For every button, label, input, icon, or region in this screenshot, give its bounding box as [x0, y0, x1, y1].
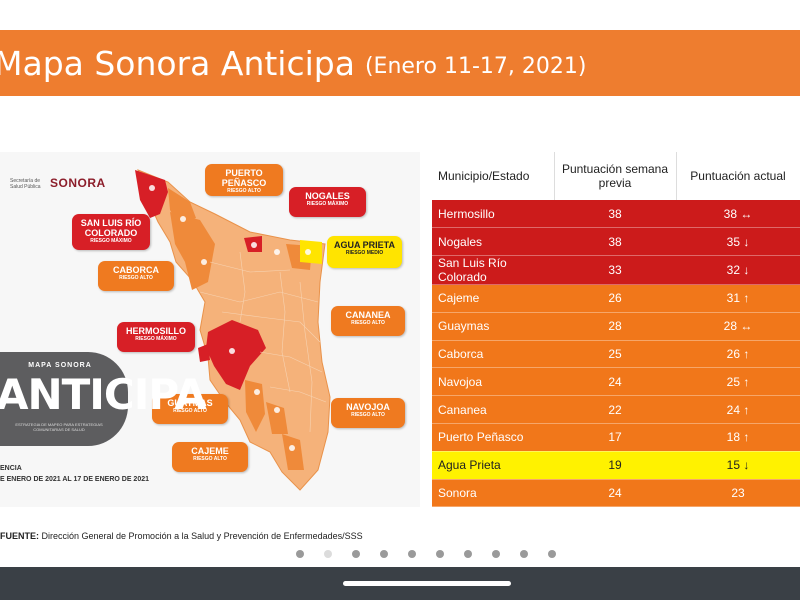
cell-municipio: Nogales	[432, 227, 554, 257]
cell-previa: 26	[554, 284, 676, 313]
table-row: Nogales 38 35 ↓	[432, 227, 800, 257]
label-caborca: CABORCA RIESGO ALTO	[98, 261, 174, 291]
cell-previa: 33	[554, 255, 676, 286]
cell-actual: 35 ↓	[676, 227, 800, 257]
cell-previa: 28	[554, 312, 676, 341]
guaymas-region	[245, 380, 265, 432]
cell-previa: 24	[554, 479, 676, 508]
cajeme-region	[266, 402, 288, 434]
cell-municipio: Puerto Peñasco	[432, 423, 554, 452]
pager-dot[interactable]	[548, 550, 556, 558]
map-pins	[149, 185, 311, 451]
table-row: Navojoa 24 25 ↑	[432, 367, 800, 397]
badge-top-text: MAPA SONORA	[28, 362, 92, 369]
sonora-map	[135, 169, 331, 491]
header-actual: Puntuación actual	[676, 152, 800, 200]
pager-dot[interactable]	[520, 550, 528, 558]
label-nogales: NOGALES RIESGO MÁXIMO	[289, 187, 366, 217]
cell-actual: 28 ↔	[676, 312, 800, 341]
navojoa-region	[282, 434, 304, 470]
vigencia-label: ENCIA	[0, 465, 22, 472]
cell-actual: 25 ↑	[676, 367, 800, 397]
caborca-region	[170, 212, 215, 290]
pager-dot[interactable]	[464, 550, 472, 558]
source-text: Dirección General de Promoción a la Salu…	[41, 531, 363, 541]
cell-municipio: Navojoa	[432, 367, 554, 397]
pager-dot[interactable]	[352, 550, 360, 558]
badge-main-text: ANTICIPA	[0, 370, 207, 419]
cell-previa: 38	[554, 227, 676, 257]
pager-dot[interactable]	[408, 550, 416, 558]
pager-dot-active[interactable]	[324, 550, 332, 558]
table-row: Cajeme 26 31 ↑	[432, 284, 800, 313]
cell-actual: 18 ↑	[676, 423, 800, 452]
pager-dot[interactable]	[436, 550, 444, 558]
secretaria-logo: Secretaría de Salud Pública	[10, 178, 41, 190]
table-row: Agua Prieta 19 15 ↓	[432, 451, 800, 480]
san-luis-region	[135, 170, 168, 218]
header-previa: Puntuación semana previa	[554, 152, 677, 200]
label-hermosillo: HERMOSILLO RIESGO MÁXIMO	[117, 322, 195, 352]
cell-previa: 25	[554, 340, 676, 369]
table-row-total: Sonora 24 23	[432, 479, 800, 508]
label-guaymas: GUAYMAS RIESGO ALTO	[152, 394, 228, 424]
label-cananea: CANANEA RIESGO ALTO	[331, 306, 405, 336]
cell-previa: 19	[554, 451, 676, 480]
cell-previa: 17	[554, 423, 676, 452]
cell-actual: 24 ↑	[676, 395, 800, 425]
cell-municipio: Sonora	[432, 479, 554, 508]
cell-municipio: San Luis Río Colorado	[432, 255, 554, 286]
label-cajeme: CAJEME RIESGO ALTO	[172, 442, 248, 472]
cell-actual: 26 ↑	[676, 340, 800, 369]
table-row: Guaymas 28 28 ↔	[432, 312, 800, 341]
label-navojoa: NAVOJOA RIESGO ALTO	[331, 398, 405, 428]
table-row: Caborca 25 26 ↑	[432, 340, 800, 369]
hermosillo-region	[206, 320, 266, 390]
cell-actual: 32 ↓	[676, 255, 800, 286]
label-agua-prieta: AGUA PRIETA RIESGO MEDIO	[327, 236, 402, 268]
pager-dot[interactable]	[380, 550, 388, 558]
label-puerto-penasco: PUERTO PEÑASCO RIESGO ALTO	[205, 164, 283, 196]
source-label: FUENTE:	[0, 531, 39, 541]
vigencia-range: E ENERO DE 2021 AL 17 DE ENERO DE 2021	[0, 476, 150, 483]
page-subtitle: (Enero 11-17, 2021)	[364, 53, 587, 79]
source-footer: FUENTE: Dirección General de Promoción a…	[0, 531, 363, 541]
home-indicator[interactable]	[343, 581, 511, 586]
cell-municipio: Agua Prieta	[432, 451, 554, 480]
cell-actual: 31 ↑	[676, 284, 800, 313]
cell-actual: 15 ↓	[676, 451, 800, 480]
puerto-penasco-region	[168, 188, 196, 224]
cell-municipio: Hermosillo	[432, 200, 554, 229]
cell-previa: 38	[554, 200, 676, 229]
table-row: Hermosillo 38 38 ↔	[432, 200, 800, 229]
risk-table: Municipio/Estado Puntuación semana previ…	[432, 152, 800, 508]
title-bar: Mapa Sonora Anticipa (Enero 11-17, 2021)	[0, 30, 800, 96]
cell-municipio: Guaymas	[432, 312, 554, 341]
label-san-luis-rio-colorado: SAN LUIS RÍO COLORADO RIESGO MÁXIMO	[72, 214, 150, 250]
sonora-logo: SONORA	[50, 176, 106, 190]
table-row: Puerto Peñasco 17 18 ↑	[432, 423, 800, 452]
cell-municipio: Cananea	[432, 395, 554, 425]
header-municipio: Municipio/Estado	[432, 152, 555, 200]
hermosillo-coast-region	[198, 344, 210, 362]
pager-dot[interactable]	[492, 550, 500, 558]
badge-sub-text: ESTRATEGIA DE MAPEO PARA ESTRATEGIAS COM…	[15, 422, 103, 432]
cell-actual: 23	[676, 479, 800, 508]
table-row: San Luis Río Colorado 33 32 ↓	[432, 255, 800, 286]
municipal-borders	[199, 251, 327, 433]
pager-dot[interactable]	[296, 550, 304, 558]
table-header-row: Municipio/Estado Puntuación semana previ…	[432, 152, 800, 200]
top-band	[0, 0, 800, 30]
cell-municipio: Cajeme	[432, 284, 554, 313]
page-title: Mapa Sonora Anticipa	[0, 43, 355, 83]
anticipa-badge	[0, 352, 128, 446]
cell-previa: 24	[554, 367, 676, 397]
cell-previa: 22	[554, 395, 676, 425]
cell-actual: 38 ↔	[676, 200, 800, 229]
cell-municipio: Caborca	[432, 340, 554, 369]
table-row: Cananea 22 24 ↑	[432, 395, 800, 425]
